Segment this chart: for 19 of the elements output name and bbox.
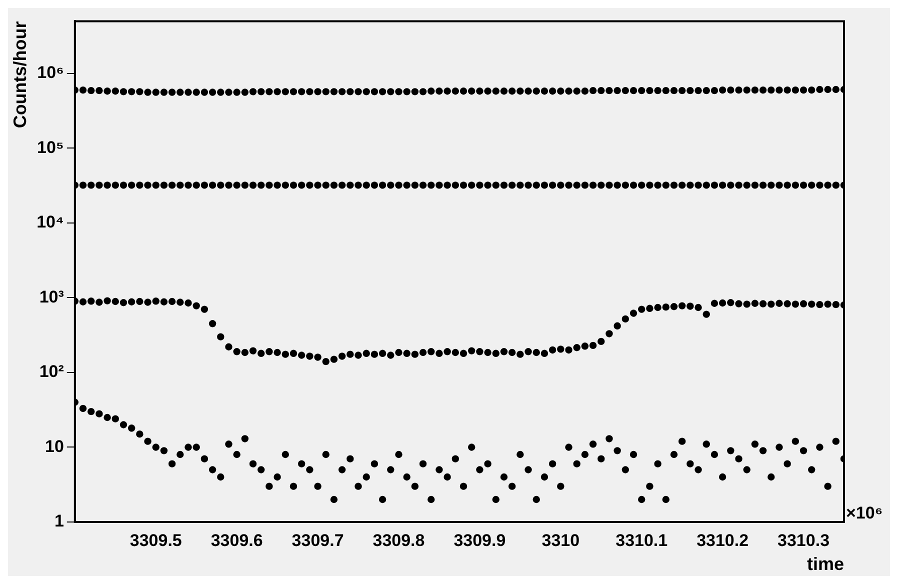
x-axis-title: time <box>806 554 844 574</box>
y-tick-label: 10² <box>39 362 64 382</box>
y-tick-label: 10⁵ <box>37 138 64 157</box>
y-tick-label: 10⁶ <box>37 63 64 82</box>
x-tick-label: 3310.3 <box>778 530 830 550</box>
y-tick-label: 10³ <box>39 287 64 306</box>
x-tick-label: 3310.1 <box>616 530 668 550</box>
x-tick-label: 3309.6 <box>210 530 263 550</box>
x-tick-label: 3309.9 <box>454 530 506 550</box>
y-tick-label: 10⁴ <box>36 212 64 232</box>
x-tick-label: 3309.7 <box>292 530 344 550</box>
y-tick-label: 10 <box>44 436 64 456</box>
x-tick-label: 3310.2 <box>696 530 749 550</box>
x-tick-label: 3309.8 <box>372 530 425 550</box>
y-tick-label: 1 <box>54 512 64 531</box>
y-axis-title: Counts/hour <box>10 21 30 128</box>
x-tick-label: 3310 <box>542 530 580 550</box>
x-tick-label: 3309.5 <box>130 530 182 550</box>
text: ×10⁶ <box>846 504 883 523</box>
